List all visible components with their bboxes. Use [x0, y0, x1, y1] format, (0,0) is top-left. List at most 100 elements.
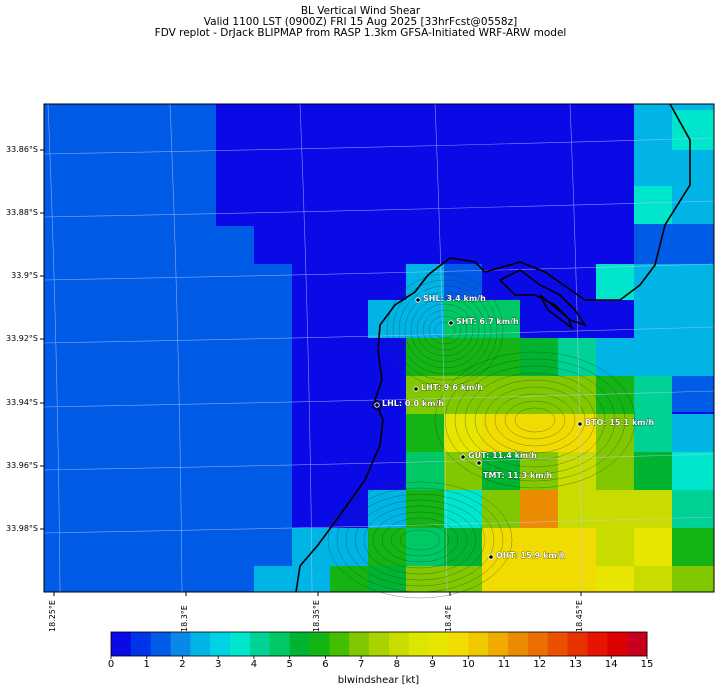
station-label: LHT: 9.6 km/h	[421, 383, 483, 392]
station-marker	[374, 402, 380, 408]
contour-line	[392, 279, 498, 381]
station-marker	[476, 460, 482, 466]
shear-cell	[634, 150, 714, 186]
colorbar-swatch	[508, 632, 529, 656]
shear-cell	[672, 528, 714, 566]
coastline-path	[295, 103, 691, 593]
shear-cell	[482, 490, 520, 528]
colorbar-swatch	[130, 632, 152, 656]
shear-cell	[634, 452, 672, 490]
colorbar-swatch	[448, 632, 469, 656]
shear-cell	[596, 338, 634, 376]
shear-cell	[634, 264, 714, 376]
colorbar-tick-label: 2	[179, 659, 186, 670]
contour-line	[434, 351, 636, 489]
shear-cell	[406, 338, 444, 376]
shear-cell	[444, 264, 482, 300]
station-marker	[415, 297, 421, 303]
lat-tick-label: 33.98°S	[6, 524, 38, 533]
colorbar-swatch	[627, 632, 648, 656]
lon-tick-label: 18.35°E	[312, 600, 321, 632]
lat-tick-label: 33.88°S	[6, 208, 38, 217]
shear-cell	[482, 566, 596, 592]
colorbar-swatch	[369, 632, 390, 656]
shear-cell	[482, 452, 520, 490]
shear-cell	[672, 566, 714, 592]
colorbar-tick-label: 6	[322, 659, 329, 670]
shear-cell	[406, 566, 482, 592]
shear-cell	[444, 338, 520, 376]
contour-line	[327, 481, 513, 599]
shear-cell	[596, 528, 634, 566]
colorbar-swatch	[111, 632, 132, 656]
parallel-line	[43, 263, 715, 281]
shear-cell	[482, 414, 596, 452]
shear-cell	[330, 528, 368, 566]
contour-line	[410, 297, 480, 363]
parallel-line	[43, 390, 715, 408]
lat-tick-label: 33.9°S	[11, 271, 38, 280]
shear-cell	[444, 376, 520, 414]
colorbar-swatch	[567, 632, 588, 656]
contour-line	[398, 285, 492, 375]
shear-cell	[634, 376, 672, 414]
shear-cell	[368, 528, 406, 566]
station-label: SHL: 3.4 km/h	[423, 294, 486, 303]
contour-line	[454, 365, 616, 475]
shear-cell	[672, 376, 714, 412]
colorbar-swatch	[488, 632, 509, 656]
colorbar-swatch	[230, 632, 251, 656]
lat-lon-gridlines	[43, 103, 715, 593]
contour-line	[381, 517, 459, 563]
colorbar-tick-label: 8	[393, 659, 401, 670]
colorbar-tick-label: 7	[357, 659, 365, 670]
contour-line	[434, 321, 456, 339]
colorbar-swatch	[607, 632, 628, 656]
colorbar-tick-label: 15	[640, 659, 654, 670]
shear-cell	[254, 566, 330, 592]
lat-tick-label: 33.92°S	[6, 334, 38, 343]
colorbar-tick-label: 9	[429, 659, 436, 670]
colorbar-swatch	[269, 632, 291, 656]
station-marker	[577, 421, 583, 427]
parallel-line	[43, 200, 715, 218]
shear-cell	[634, 186, 672, 224]
lat-tick-label: 33.96°S	[6, 461, 38, 470]
colorbar-tick-label: 10	[461, 659, 475, 670]
parallel-line	[43, 453, 715, 471]
meridian-line	[299, 103, 313, 593]
chart-title: BL Vertical Wind Shear	[300, 5, 421, 17]
contour-line	[494, 393, 576, 447]
shear-cell	[330, 566, 368, 592]
shear-cell	[482, 528, 596, 566]
lon-tick-label: 18.3°E	[180, 605, 189, 632]
colorbar-swatch	[150, 632, 172, 656]
contour-line	[464, 372, 606, 468]
contour-line	[422, 309, 468, 351]
axis-ticks	[40, 149, 582, 596]
contour-line	[390, 523, 450, 557]
colorbar-swatch	[329, 632, 350, 656]
colorbar-swatch	[428, 632, 449, 656]
station-marker	[413, 386, 419, 392]
contour-line	[428, 315, 462, 345]
shear-cell	[634, 566, 672, 592]
shear-cell	[444, 414, 482, 452]
colorbar-tick-label: 13	[569, 659, 582, 670]
colorbar-swatch	[547, 632, 569, 656]
shear-cell	[406, 300, 444, 338]
station-ring	[372, 400, 382, 410]
shear-cell	[406, 528, 444, 566]
shear-cell	[634, 224, 714, 264]
contour-line	[444, 358, 626, 482]
colorbar-swatch	[468, 632, 489, 656]
station-label: SHT: 6.7 km/h	[456, 317, 519, 326]
shear-cell	[672, 452, 714, 490]
harbour-path	[498, 269, 587, 327]
shear-cell	[444, 528, 482, 566]
shear-cell	[634, 490, 672, 528]
colorbar-tick-label: 11	[497, 659, 511, 670]
parallel-line	[43, 137, 715, 155]
shear-cell	[672, 186, 714, 224]
meridian-line	[169, 103, 183, 593]
